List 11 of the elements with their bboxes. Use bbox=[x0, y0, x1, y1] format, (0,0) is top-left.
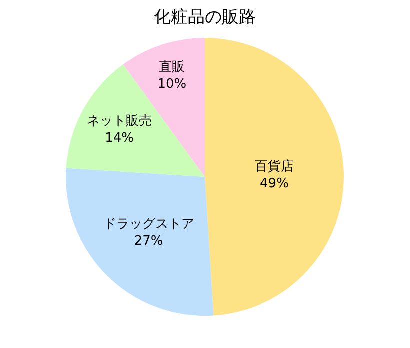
data-label: 14% bbox=[105, 130, 134, 146]
pie-slice bbox=[205, 38, 344, 316]
data-label: 10% bbox=[158, 76, 187, 92]
chart-title: 化粧品の販路 bbox=[154, 7, 256, 28]
slice-label: 百貨店 bbox=[254, 158, 294, 174]
data-label: 27% bbox=[134, 234, 164, 250]
slice-label: ドラッグストア bbox=[103, 217, 194, 232]
slice-label: ネット販売 bbox=[87, 114, 152, 130]
data-label: 49% bbox=[260, 176, 289, 192]
pie-slice bbox=[66, 168, 214, 316]
slice-label: 直販 bbox=[159, 60, 186, 76]
